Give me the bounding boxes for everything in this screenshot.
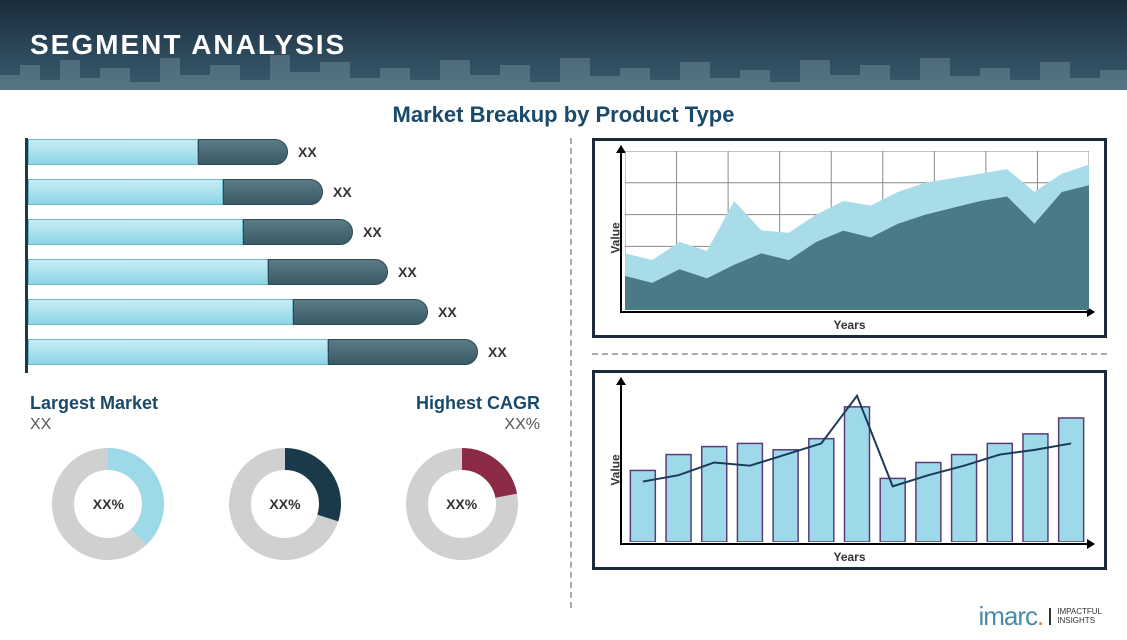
plot-area	[625, 151, 1089, 310]
hbar-segment-light	[28, 259, 268, 285]
content: XX XX XX XX XX XX Largest Market XX Highest C…	[0, 128, 1127, 608]
hbar-track	[28, 339, 478, 365]
plot-area	[625, 383, 1089, 542]
y-axis	[620, 146, 622, 313]
donut-label: XX%	[93, 496, 124, 512]
hbar-label: XX	[333, 184, 352, 200]
hbar-track	[28, 259, 388, 285]
area-chart: Value Years	[592, 138, 1107, 338]
metric-value: XX	[30, 416, 158, 434]
x-axis	[620, 543, 1094, 545]
hbar-segment-light	[28, 339, 328, 365]
logo-brand: imarc.	[978, 601, 1043, 632]
hbar-chart: XX XX XX XX XX XX	[20, 138, 550, 388]
page: SEGMENT ANALYSIS Market Breakup by Produ…	[0, 0, 1127, 640]
hbar-segment-light	[28, 299, 293, 325]
hbar-track	[28, 179, 323, 205]
hbar-label: XX	[398, 264, 417, 280]
footer-logo: imarc. IMPACTFULINSIGHTS	[978, 601, 1102, 632]
hbar-track	[28, 299, 428, 325]
x-axis-label: Years	[833, 550, 865, 564]
hbar-track	[28, 139, 288, 165]
y-axis	[620, 378, 622, 545]
combo-chart: Value Years	[592, 370, 1107, 570]
hbar-label: XX	[363, 224, 382, 240]
metric-largest: Largest Market XX	[30, 393, 158, 434]
donuts-row: XX% XX% XX%	[20, 444, 550, 564]
hbar-segment-dark	[293, 299, 428, 325]
hbar-segment-light	[28, 219, 243, 245]
donut-chart: XX%	[402, 444, 522, 564]
hbar-segment-light	[28, 179, 223, 205]
hbar-row: XX	[20, 258, 550, 286]
x-axis	[620, 311, 1094, 313]
subtitle: Market Breakup by Product Type	[0, 102, 1127, 128]
hbar-label: XX	[298, 144, 317, 160]
hbar-row: XX	[20, 218, 550, 246]
hbar-row: XX	[20, 178, 550, 206]
header-title: SEGMENT ANALYSIS	[30, 29, 346, 61]
hbar-segment-dark	[268, 259, 388, 285]
hbar-row: XX	[20, 138, 550, 166]
header: SEGMENT ANALYSIS	[0, 0, 1127, 90]
chart-separator	[592, 353, 1107, 355]
metric-title: Highest CAGR	[416, 393, 540, 414]
hbar-track	[28, 219, 353, 245]
hbar-row: XX	[20, 298, 550, 326]
metric-value: XX%	[416, 416, 540, 434]
hbar-segment-light	[28, 139, 198, 165]
hbar-y-axis	[25, 138, 28, 373]
metric-title: Largest Market	[30, 393, 158, 414]
x-axis-label: Years	[833, 318, 865, 332]
hbar-segment-dark	[223, 179, 323, 205]
donut-label: XX%	[446, 496, 477, 512]
hbar-segment-dark	[328, 339, 478, 365]
hbar-label: XX	[488, 344, 507, 360]
donut-label: XX%	[269, 496, 300, 512]
hbar-segment-dark	[198, 139, 288, 165]
metric-cagr: Highest CAGR XX%	[416, 393, 540, 434]
logo-tagline: IMPACTFULINSIGHTS	[1049, 608, 1102, 626]
hbar-label: XX	[438, 304, 457, 320]
donut-chart: XX%	[48, 444, 168, 564]
hbar-segment-dark	[243, 219, 353, 245]
metrics-row: Largest Market XX Highest CAGR XX%	[20, 393, 550, 434]
right-column: Value Years Value Years	[570, 138, 1107, 608]
hbar-row: XX	[20, 338, 550, 366]
donut-chart: XX%	[225, 444, 345, 564]
left-column: XX XX XX XX XX XX Largest Market XX Highest C…	[20, 138, 550, 608]
